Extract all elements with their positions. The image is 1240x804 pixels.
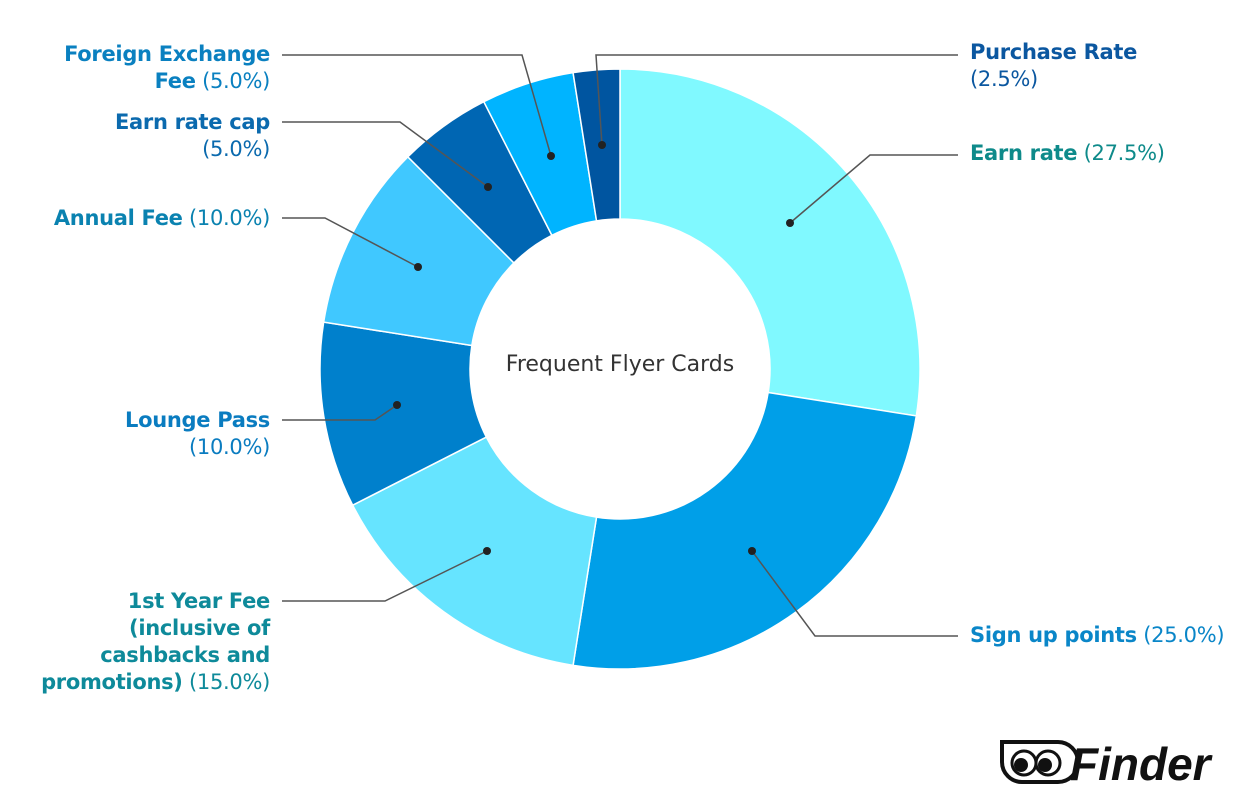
callout-line (282, 217, 419, 268)
slice-label-percent: (2.5%) (970, 67, 1038, 91)
slice-label-name: Annual Fee (53, 206, 183, 230)
slice-label-percent: (15.0%) (189, 670, 270, 694)
slice-label-percent: (5.0%) (202, 69, 270, 93)
slice-label-percent: (5.0%) (202, 137, 270, 161)
callout-line (789, 154, 958, 224)
slice-label-name: Earn rate (970, 141, 1078, 165)
slice-sign-up-points (572, 391, 918, 670)
finder-logo: Finder (1000, 738, 1213, 786)
callout-dot (748, 547, 756, 555)
callout-line (282, 404, 398, 421)
slice-label: Foreign Exchange Fee (5.0%) (20, 41, 270, 95)
slice-label-name: Foreign Exchange Fee (64, 42, 270, 93)
svg-text:Finder: Finder (1070, 738, 1213, 786)
callout-dot (598, 141, 606, 149)
callout-dot (414, 263, 422, 271)
slice-label-name: Lounge Pass (125, 408, 270, 432)
slice-1st-year-fee-inclusive-of-cashbacks-and-promotions- (351, 436, 598, 667)
slice-label-name: Earn rate cap (114, 110, 270, 134)
slice-label-percent: (27.5%) (1083, 141, 1165, 165)
slice-label-name: Purchase Rate (970, 40, 1138, 64)
callout-line (595, 54, 958, 146)
slice-label: Sign up points (25.0%) (970, 622, 1230, 649)
slice-label-name: 1st Year Fee (inclusive of cashbacks and… (41, 589, 270, 694)
slice-label: Earn rate (27.5%) (970, 140, 1230, 167)
chart-title: Frequent Flyer Cards (505, 352, 735, 377)
slice-label: Lounge Pass (10.0%) (70, 407, 270, 461)
slice-label: Purchase Rate (2.5%) (970, 39, 1190, 93)
slice-purchase-rate (572, 68, 621, 222)
slice-earn-rate (619, 68, 921, 417)
slice-label-percent: (10.0%) (189, 435, 270, 459)
slice-label-percent: (25.0%) (1143, 623, 1225, 647)
callout-line (751, 550, 958, 637)
callout-dot (483, 547, 491, 555)
slice-label-percent: (10.0%) (189, 206, 270, 230)
slice-label: 1st Year Fee (inclusive of cashbacks and… (20, 588, 270, 696)
callout-dot (393, 401, 401, 409)
callout-dot (786, 219, 794, 227)
callout-line (282, 550, 488, 602)
callout-line (282, 54, 552, 157)
callout-line (282, 121, 489, 188)
callout-dot (484, 183, 492, 191)
slice-label: Annual Fee (10.0%) (20, 205, 270, 232)
slice-label-name: Sign up points (970, 623, 1137, 647)
slice-label: Earn rate cap (5.0%) (70, 109, 270, 163)
callout-dot (547, 152, 555, 160)
